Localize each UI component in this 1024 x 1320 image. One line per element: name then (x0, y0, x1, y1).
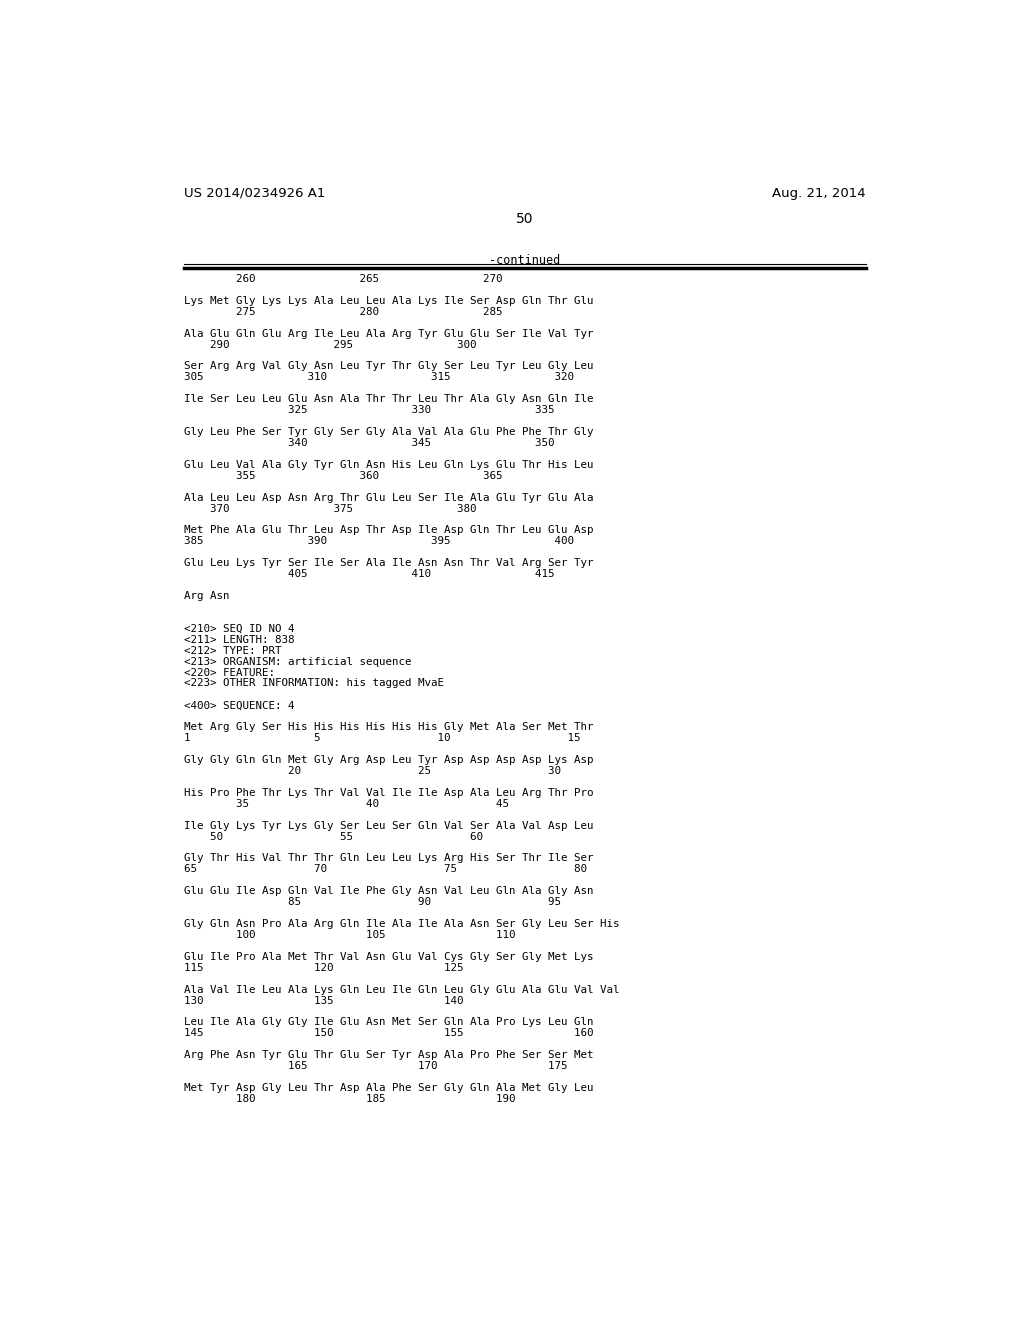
Text: Ile Ser Leu Leu Glu Asn Ala Thr Thr Leu Thr Ala Gly Asn Gln Ile: Ile Ser Leu Leu Glu Asn Ala Thr Thr Leu … (183, 395, 593, 404)
Text: 180                 185                 190: 180 185 190 (183, 1094, 515, 1104)
Text: <220> FEATURE:: <220> FEATURE: (183, 668, 274, 677)
Text: US 2014/0234926 A1: US 2014/0234926 A1 (183, 187, 326, 199)
Text: Met Phe Ala Glu Thr Leu Asp Thr Asp Ile Asp Gln Thr Leu Glu Asp: Met Phe Ala Glu Thr Leu Asp Thr Asp Ile … (183, 525, 593, 536)
Text: 50                  55                  60: 50 55 60 (183, 832, 482, 842)
Text: Aug. 21, 2014: Aug. 21, 2014 (772, 187, 866, 199)
Text: <223> OTHER INFORMATION: his tagged MvaE: <223> OTHER INFORMATION: his tagged MvaE (183, 678, 443, 689)
Text: Met Arg Gly Ser His His His His His His Gly Met Ala Ser Met Thr: Met Arg Gly Ser His His His His His His … (183, 722, 593, 733)
Text: 290                295                300: 290 295 300 (183, 339, 476, 350)
Text: Glu Leu Val Ala Gly Tyr Gln Asn His Leu Gln Lys Glu Thr His Leu: Glu Leu Val Ala Gly Tyr Gln Asn His Leu … (183, 459, 593, 470)
Text: <211> LENGTH: 838: <211> LENGTH: 838 (183, 635, 294, 644)
Text: Ala Glu Gln Glu Arg Ile Leu Ala Arg Tyr Glu Glu Ser Ile Val Tyr: Ala Glu Gln Glu Arg Ile Leu Ala Arg Tyr … (183, 329, 593, 338)
Text: 100                 105                 110: 100 105 110 (183, 929, 515, 940)
Text: Ile Gly Lys Tyr Lys Gly Ser Leu Ser Gln Val Ser Ala Val Asp Leu: Ile Gly Lys Tyr Lys Gly Ser Leu Ser Gln … (183, 821, 593, 830)
Text: <212> TYPE: PRT: <212> TYPE: PRT (183, 645, 282, 656)
Text: Glu Ile Pro Ala Met Thr Val Asn Glu Val Cys Gly Ser Gly Met Lys: Glu Ile Pro Ala Met Thr Val Asn Glu Val … (183, 952, 593, 962)
Text: 260                265                270: 260 265 270 (183, 275, 503, 284)
Text: Ser Arg Arg Val Gly Asn Leu Tyr Thr Gly Ser Leu Tyr Leu Gly Leu: Ser Arg Arg Val Gly Asn Leu Tyr Thr Gly … (183, 362, 593, 371)
Text: 145                 150                 155                 160: 145 150 155 160 (183, 1028, 593, 1039)
Text: Gly Thr His Val Thr Thr Gln Leu Leu Lys Arg His Ser Thr Ile Ser: Gly Thr His Val Thr Thr Gln Leu Leu Lys … (183, 854, 593, 863)
Text: 165                 170                 175: 165 170 175 (183, 1061, 567, 1071)
Text: Lys Met Gly Lys Lys Ala Leu Leu Ala Lys Ile Ser Asp Gln Thr Glu: Lys Met Gly Lys Lys Ala Leu Leu Ala Lys … (183, 296, 593, 306)
Text: 370                375                380: 370 375 380 (183, 503, 476, 513)
Text: 305                310                315                320: 305 310 315 320 (183, 372, 573, 383)
Text: 340                345                350: 340 345 350 (183, 438, 554, 447)
Text: 65                  70                  75                  80: 65 70 75 80 (183, 865, 587, 874)
Text: 405                410                415: 405 410 415 (183, 569, 554, 579)
Text: 355                360                365: 355 360 365 (183, 471, 503, 480)
Text: Glu Leu Lys Tyr Ser Ile Ser Ala Ile Asn Asn Thr Val Arg Ser Tyr: Glu Leu Lys Tyr Ser Ile Ser Ala Ile Asn … (183, 558, 593, 568)
Text: Gly Leu Phe Ser Tyr Gly Ser Gly Ala Val Ala Glu Phe Phe Thr Gly: Gly Leu Phe Ser Tyr Gly Ser Gly Ala Val … (183, 426, 593, 437)
Text: Ala Leu Leu Asp Asn Arg Thr Glu Leu Ser Ile Ala Glu Tyr Glu Ala: Ala Leu Leu Asp Asn Arg Thr Glu Leu Ser … (183, 492, 593, 503)
Text: <400> SEQUENCE: 4: <400> SEQUENCE: 4 (183, 701, 294, 710)
Text: <210> SEQ ID NO 4: <210> SEQ ID NO 4 (183, 624, 294, 634)
Text: 35                  40                  45: 35 40 45 (183, 799, 509, 809)
Text: 20                  25                  30: 20 25 30 (183, 766, 561, 776)
Text: 1                   5                  10                  15: 1 5 10 15 (183, 733, 581, 743)
Text: <213> ORGANISM: artificial sequence: <213> ORGANISM: artificial sequence (183, 656, 412, 667)
Text: Glu Glu Ile Asp Gln Val Ile Phe Gly Asn Val Leu Gln Ala Gly Asn: Glu Glu Ile Asp Gln Val Ile Phe Gly Asn … (183, 886, 593, 896)
Text: Leu Ile Ala Gly Gly Ile Glu Asn Met Ser Gln Ala Pro Lys Leu Gln: Leu Ile Ala Gly Gly Ile Glu Asn Met Ser … (183, 1018, 593, 1027)
Text: Arg Phe Asn Tyr Glu Thr Glu Ser Tyr Asp Ala Pro Phe Ser Ser Met: Arg Phe Asn Tyr Glu Thr Glu Ser Tyr Asp … (183, 1051, 593, 1060)
Text: 325                330                335: 325 330 335 (183, 405, 554, 414)
Text: 85                  90                  95: 85 90 95 (183, 898, 561, 907)
Text: 130                 135                 140: 130 135 140 (183, 995, 463, 1006)
Text: 275                280                285: 275 280 285 (183, 306, 503, 317)
Text: Gly Gln Asn Pro Ala Arg Gln Ile Ala Ile Ala Asn Ser Gly Leu Ser His: Gly Gln Asn Pro Ala Arg Gln Ile Ala Ile … (183, 919, 620, 929)
Text: Ala Val Ile Leu Ala Lys Gln Leu Ile Gln Leu Gly Glu Ala Glu Val Val: Ala Val Ile Leu Ala Lys Gln Leu Ile Gln … (183, 985, 620, 994)
Text: -continued: -continued (489, 253, 560, 267)
Text: 385                390                395                400: 385 390 395 400 (183, 536, 573, 546)
Text: Arg Asn: Arg Asn (183, 591, 229, 601)
Text: Met Tyr Asp Gly Leu Thr Asp Ala Phe Ser Gly Gln Ala Met Gly Leu: Met Tyr Asp Gly Leu Thr Asp Ala Phe Ser … (183, 1082, 593, 1093)
Text: His Pro Phe Thr Lys Thr Val Val Ile Ile Asp Ala Leu Arg Thr Pro: His Pro Phe Thr Lys Thr Val Val Ile Ile … (183, 788, 593, 797)
Text: Gly Gly Gln Gln Met Gly Arg Asp Leu Tyr Asp Asp Asp Asp Lys Asp: Gly Gly Gln Gln Met Gly Arg Asp Leu Tyr … (183, 755, 593, 766)
Text: 115                 120                 125: 115 120 125 (183, 962, 463, 973)
Text: 50: 50 (516, 213, 534, 226)
